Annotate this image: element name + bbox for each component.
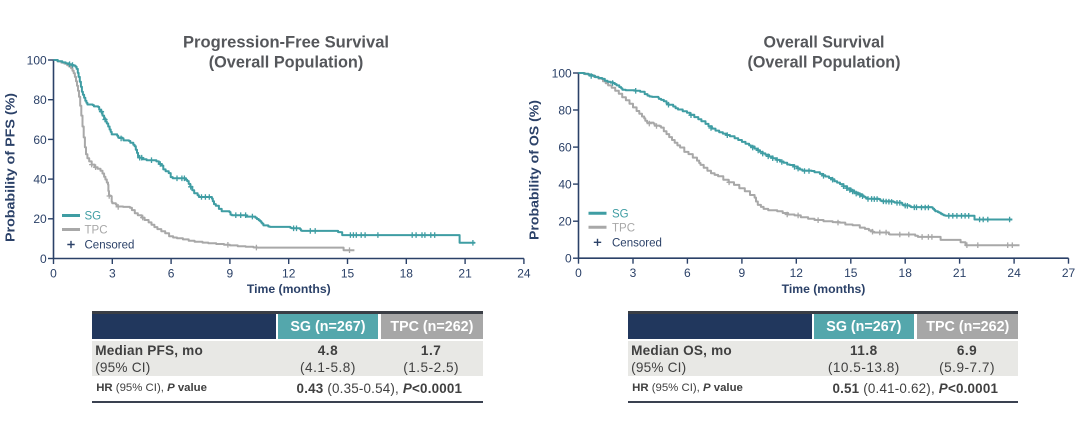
- svg-text:12: 12: [282, 267, 296, 281]
- svg-text:Censored: Censored: [85, 240, 135, 252]
- svg-text:6: 6: [684, 266, 691, 280]
- svg-text:Progression-Free Survival: Progression-Free Survival: [183, 34, 389, 52]
- svg-text:20: 20: [33, 212, 47, 226]
- svg-text:60: 60: [33, 133, 47, 147]
- svg-text:12: 12: [790, 266, 804, 280]
- svg-text:TPC: TPC: [85, 225, 108, 237]
- svg-text:0: 0: [50, 267, 57, 281]
- svg-text:(Overall Population): (Overall Population): [209, 54, 364, 72]
- svg-text:TPC: TPC: [612, 222, 635, 234]
- svg-text:9: 9: [739, 266, 746, 280]
- svg-text:21: 21: [953, 266, 967, 280]
- svg-text:SG: SG: [612, 208, 629, 220]
- svg-text:100: 100: [552, 66, 572, 80]
- svg-text:Probability of PFS (%): Probability of PFS (%): [4, 93, 18, 242]
- svg-text:0: 0: [40, 252, 47, 266]
- svg-text:100: 100: [27, 53, 47, 67]
- svg-text:9: 9: [227, 267, 234, 281]
- svg-text:15: 15: [844, 266, 858, 280]
- svg-text:6: 6: [168, 267, 175, 281]
- svg-text:20: 20: [558, 215, 572, 229]
- svg-text:Overall Survival: Overall Survival: [764, 34, 885, 52]
- svg-text:24: 24: [1007, 266, 1021, 280]
- svg-text:3: 3: [109, 267, 116, 281]
- svg-text:80: 80: [558, 103, 572, 117]
- svg-text:3: 3: [630, 266, 637, 280]
- svg-text:27: 27: [1062, 266, 1076, 280]
- svg-text:18: 18: [899, 266, 913, 280]
- svg-text:40: 40: [33, 173, 47, 187]
- svg-text:18: 18: [400, 267, 414, 281]
- svg-text:15: 15: [341, 267, 355, 281]
- svg-text:40: 40: [558, 178, 572, 192]
- svg-text:80: 80: [33, 93, 47, 107]
- svg-text:(Overall Population): (Overall Population): [748, 54, 901, 72]
- svg-text:60: 60: [558, 141, 572, 155]
- svg-text:0: 0: [575, 266, 582, 280]
- svg-text:Censored: Censored: [612, 237, 662, 249]
- svg-text:24: 24: [517, 267, 531, 281]
- svg-text:0: 0: [565, 252, 572, 266]
- svg-text:Probability of OS (%): Probability of OS (%): [528, 100, 542, 240]
- svg-text:SG: SG: [85, 211, 102, 223]
- svg-text:21: 21: [458, 267, 472, 281]
- svg-text:Time (months): Time (months): [782, 282, 866, 296]
- svg-text:Time (months): Time (months): [247, 282, 331, 296]
